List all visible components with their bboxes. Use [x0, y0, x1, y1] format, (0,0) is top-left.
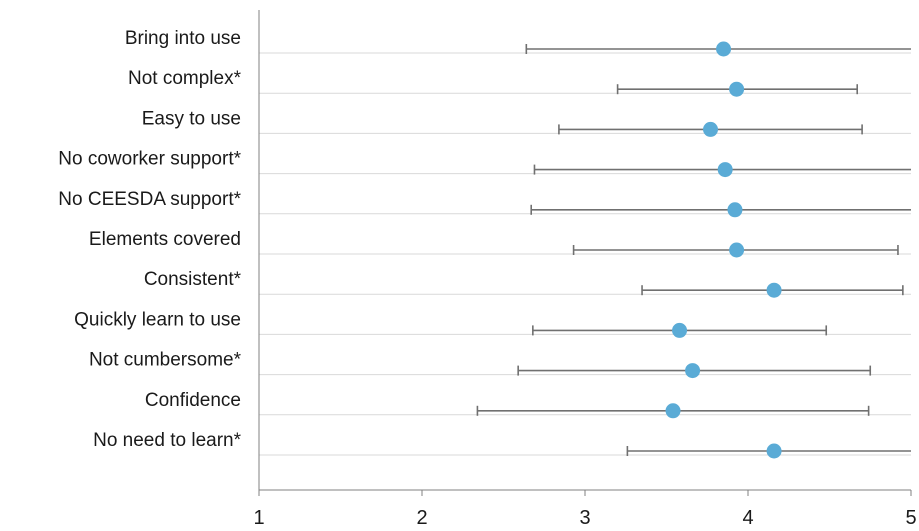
category-label: Confidence [145, 390, 241, 411]
x-tick-label: 5 [905, 507, 916, 529]
data-point [685, 363, 701, 379]
category-label: Not complex* [128, 68, 242, 89]
data-point [716, 41, 732, 57]
category-label: Bring into use [125, 28, 241, 49]
x-tick-label: 2 [416, 507, 427, 529]
category-labels: Bring into use Not complex* Easy to use No … [58, 28, 241, 451]
data-points [665, 41, 782, 459]
data-point [672, 322, 688, 338]
category-label: Easy to use [142, 108, 241, 129]
grid-lines [259, 52, 911, 456]
data-point [703, 121, 719, 137]
data-point [727, 202, 743, 218]
category-label: Consistent* [144, 269, 242, 290]
category-label: Elements covered [89, 229, 241, 250]
category-label: Quickly learn to use [74, 309, 241, 330]
category-label: Not cumbersome* [89, 350, 242, 371]
category-label: No CEESDA support* [58, 189, 241, 210]
x-tick-label: 4 [742, 507, 753, 529]
data-point [665, 403, 681, 419]
x-tick-label: 3 [579, 507, 590, 529]
x-tick-label: 1 [253, 507, 264, 529]
data-point [729, 242, 745, 258]
error-bars [476, 44, 911, 456]
x-axis: 1 2 3 4 5 [253, 10, 917, 529]
data-point [729, 81, 745, 97]
data-point [717, 162, 733, 178]
data-point [766, 282, 782, 298]
category-label: No need to learn* [93, 430, 241, 451]
category-label: No coworker support* [58, 149, 241, 170]
data-point [766, 443, 782, 459]
